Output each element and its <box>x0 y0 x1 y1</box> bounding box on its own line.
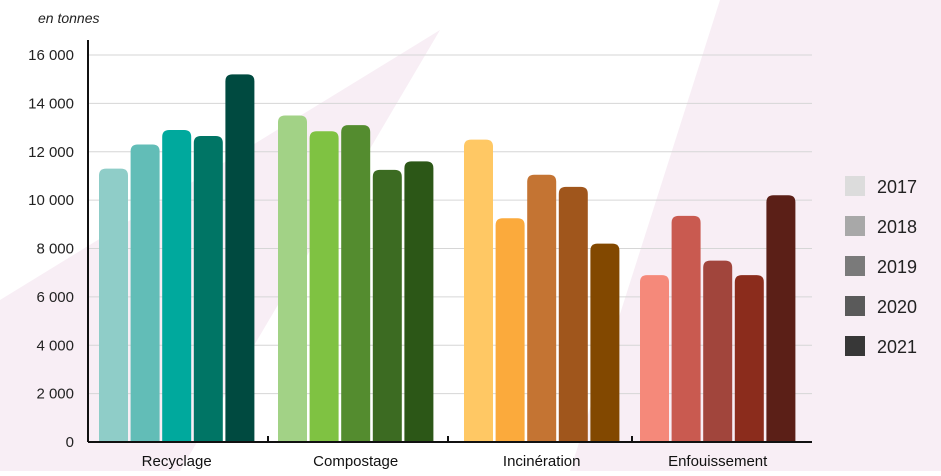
bar-compostage-2020 <box>372 169 402 442</box>
y-tick-label: 16 000 <box>28 47 74 64</box>
legend-label: 2018 <box>877 217 917 237</box>
bar-enfouissement-2020 <box>734 275 764 442</box>
bar-enfouissement-2018 <box>671 215 701 442</box>
x-tick-label: Recyclage <box>142 453 212 470</box>
y-tick-label: 6 000 <box>36 289 74 306</box>
bar-incinération-2017 <box>464 139 493 442</box>
bar-incinération-2018 <box>495 218 525 442</box>
y-tick-label: 8 000 <box>36 241 74 258</box>
legend-swatch <box>845 296 865 316</box>
legend: 2017 2018 2019 2020 2021 <box>845 176 917 357</box>
bar-enfouissement-2017 <box>640 275 669 442</box>
bar-enfouissement-2019 <box>703 260 733 442</box>
y-tick-label: 10 000 <box>28 192 74 209</box>
bar-incinération-2019 <box>527 174 557 442</box>
legend-label: 2017 <box>877 177 917 197</box>
unit-label: en tonnes <box>38 10 100 26</box>
bar-compostage-2019 <box>341 125 371 443</box>
x-tick-label: Enfouissement <box>668 453 768 470</box>
axes: 0 2 000 4 000 6 000 8 000 10 000 12 000 14 000 1… <box>28 40 812 470</box>
bar-compostage-2018 <box>309 131 339 443</box>
y-tick-label: 14 000 <box>28 95 74 112</box>
legend-swatch <box>845 256 865 276</box>
x-tick-label: Incinération <box>503 453 581 470</box>
bar-enfouissement-2021 <box>766 195 796 442</box>
y-tick-label: 12 000 <box>28 144 74 161</box>
bar-recyclage-2018 <box>130 144 160 442</box>
bar-recyclage-2017 <box>99 168 128 442</box>
y-tick-label: 4 000 <box>36 337 74 354</box>
legend-swatch <box>845 176 865 196</box>
legend-swatch <box>845 216 865 236</box>
y-tick-label: 2 000 <box>36 386 74 403</box>
bar-recyclage-2019 <box>162 129 192 442</box>
bar-compostage-2021 <box>404 161 434 443</box>
bar-recyclage-2021 <box>225 74 255 442</box>
bar-incinération-2020 <box>558 186 588 442</box>
y-tick-label: 0 <box>66 434 74 451</box>
x-tick-label: Compostage <box>313 453 398 470</box>
legend-label: 2020 <box>877 297 917 317</box>
bars <box>99 74 796 443</box>
legend-label: 2019 <box>877 257 917 277</box>
bar-compostage-2017 <box>278 115 307 442</box>
bar-recyclage-2020 <box>193 136 223 442</box>
bar-incinération-2021 <box>590 243 620 442</box>
legend-label: 2021 <box>877 337 917 357</box>
legend-swatch <box>845 336 865 356</box>
